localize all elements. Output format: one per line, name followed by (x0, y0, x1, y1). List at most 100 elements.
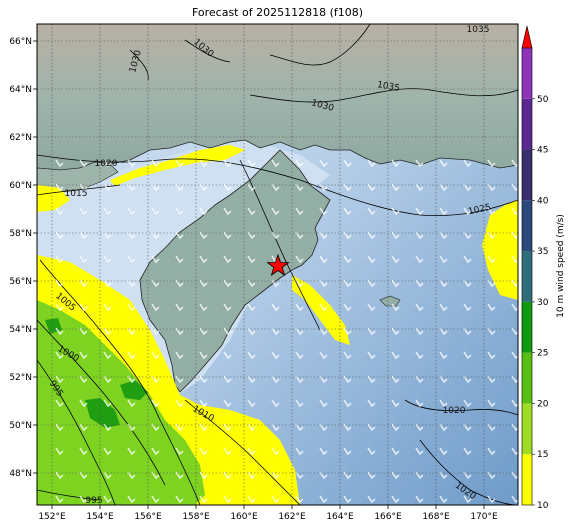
wind-barb (463, 159, 472, 168)
wind-barb (295, 303, 304, 312)
wind-barb (439, 207, 448, 216)
wind-barb (367, 327, 376, 336)
wind-barb (55, 159, 64, 168)
wind-barb (127, 375, 136, 384)
wind-barb (271, 495, 280, 504)
wind-barb (175, 303, 184, 312)
wind-barb (391, 183, 400, 192)
wind-barb (439, 303, 448, 312)
wind-barb (463, 423, 472, 432)
wind-barb (511, 183, 518, 192)
wind-barb (127, 423, 136, 432)
wind-barb (223, 351, 232, 360)
wind-barb (295, 471, 304, 480)
wind-barb (103, 375, 112, 384)
wind-barb (295, 423, 304, 432)
colorbar-tick-label: 35 (537, 247, 548, 257)
wind-barb (367, 231, 376, 240)
wind-barb (295, 375, 304, 384)
wind-barb (511, 447, 518, 456)
wind-barb (367, 495, 376, 504)
wind-barb (487, 183, 496, 192)
wind-barb (367, 255, 376, 264)
wind-barb (55, 471, 64, 480)
colorbar-segment (522, 200, 532, 252)
wind-barb (271, 351, 280, 360)
wind-barb (463, 495, 472, 504)
wind-barb (271, 399, 280, 408)
wind-barb (439, 255, 448, 264)
wind-barb (343, 471, 352, 480)
wind-barb (319, 351, 328, 360)
wind-barb (319, 423, 328, 432)
wind-barb (127, 303, 136, 312)
wind-barb (199, 231, 208, 240)
wind-barb (487, 279, 496, 288)
wind-barb (271, 207, 280, 216)
colorbar-segment (522, 98, 532, 150)
colorbar-tick-label: 30 (537, 298, 549, 308)
wind-barb (127, 447, 136, 456)
lon-tick-label: 162°E (278, 512, 306, 522)
wind-barb (487, 231, 496, 240)
wind-barb (271, 471, 280, 480)
isobar-label: 1020 (95, 159, 118, 169)
wind-barb (511, 255, 518, 264)
wind-barb (103, 447, 112, 456)
isobar-label: 1015 (65, 189, 88, 199)
wind-barb (55, 207, 64, 216)
wind-barb (223, 159, 232, 168)
wind-barb (511, 207, 518, 216)
wind-barb (319, 183, 328, 192)
wind-barb (127, 327, 136, 336)
wind-barb (439, 375, 448, 384)
wind-barb (511, 279, 518, 288)
wind-barb (511, 351, 518, 360)
wind-barb (415, 423, 424, 432)
wind-barb (199, 471, 208, 480)
wind-barb (415, 447, 424, 456)
wind-barb (103, 495, 112, 504)
wind-barb (55, 327, 64, 336)
wind-barb (271, 423, 280, 432)
wind-barb (319, 327, 328, 336)
colorbar-tick-label: 45 (537, 146, 548, 156)
wind-barb (271, 303, 280, 312)
lat-tick-label: 56°N (9, 277, 32, 287)
wind-barb (391, 159, 400, 168)
wind-barb (199, 255, 208, 264)
wind-barb (295, 399, 304, 408)
wind-barb (175, 207, 184, 216)
wind-barb (391, 255, 400, 264)
wind-barb (487, 375, 496, 384)
wind-barb (223, 255, 232, 264)
wind-barb (295, 255, 304, 264)
wind-barb (247, 231, 256, 240)
wind-barb (463, 231, 472, 240)
wind-barb (79, 351, 88, 360)
wind-zone-20-25-b (120, 380, 148, 400)
wind-barb (247, 207, 256, 216)
wind-zone-15-20 (37, 300, 205, 505)
wind-barb (295, 207, 304, 216)
wind-barb (343, 303, 352, 312)
wind-barb (463, 207, 472, 216)
wind-barb (415, 183, 424, 192)
wind-barb (343, 327, 352, 336)
wind-barb (247, 279, 256, 288)
wind-barb (271, 375, 280, 384)
wind-barb (487, 303, 496, 312)
colorbar-tick-label: 50 (537, 95, 549, 105)
wind-barb (127, 159, 136, 168)
lat-tick-label: 60°N (9, 181, 32, 191)
wind-barb (343, 399, 352, 408)
wind-barb (343, 255, 352, 264)
wind-barb (199, 375, 208, 384)
wind-barb (223, 231, 232, 240)
wind-barb (151, 183, 160, 192)
wind-barb (175, 183, 184, 192)
wind-barb (199, 183, 208, 192)
wind-barb (103, 255, 112, 264)
wind-barb (175, 471, 184, 480)
